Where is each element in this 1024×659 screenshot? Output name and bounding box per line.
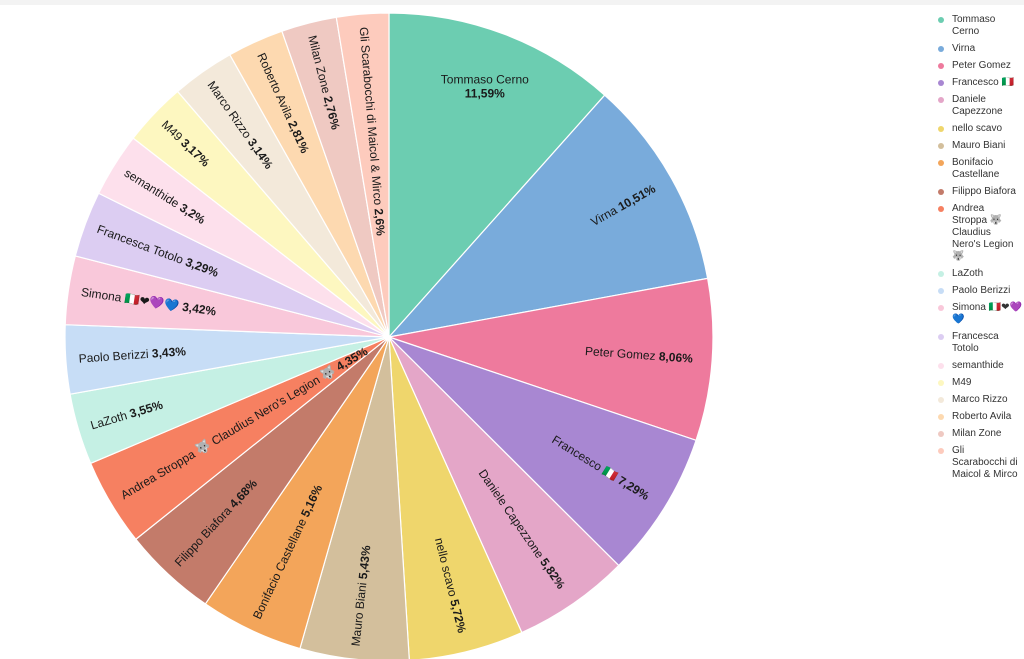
legend-label: Gli Scarabocchi di Maicol & Mirco	[952, 445, 1018, 480]
slice-percent: 11,59%	[465, 87, 505, 101]
legend-label: Milan Zone	[952, 428, 1002, 439]
pie-slice-2[interactable]	[386, 277, 714, 442]
legend-swatch	[938, 334, 944, 340]
slice-percent: 3,43%	[151, 344, 186, 360]
legend-swatch	[938, 431, 944, 437]
legend-item-17[interactable]: Roberto Avila	[938, 411, 1022, 423]
legend-swatch	[938, 17, 944, 23]
legend-label: Mauro Biani	[952, 140, 1006, 151]
legend-item-13[interactable]: Francesca Totolo	[938, 331, 1022, 355]
legend-item-11[interactable]: Paolo Berizzi	[938, 285, 1022, 297]
legend-label: Virna	[952, 43, 976, 54]
slice-label-0: Tommaso Cerno 11,59%	[441, 73, 529, 101]
legend-label: Paolo Berizzi	[952, 285, 1011, 296]
legend-swatch	[938, 46, 944, 52]
legend-swatch	[938, 271, 944, 277]
legend-swatch	[938, 397, 944, 403]
slice-percent: 8,06%	[658, 349, 693, 365]
legend-item-2[interactable]: Peter Gomez	[938, 60, 1022, 72]
legend-swatch	[938, 288, 944, 294]
legend-swatch	[938, 63, 944, 69]
legend-swatch	[938, 448, 944, 454]
legend-label: Peter Gomez	[952, 60, 1011, 71]
legend-swatch	[938, 380, 944, 386]
legend-item-16[interactable]: Marco Rizzo	[938, 394, 1022, 406]
legend-item-15[interactable]: M49	[938, 377, 1022, 389]
legend-item-19[interactable]: Gli Scarabocchi di Maicol & Mirco	[938, 445, 1022, 481]
legend-label: Marco Rizzo	[952, 394, 1008, 405]
slice-label-11: Paolo Berizzi 3,43%	[78, 344, 186, 365]
pie-slices	[64, 12, 714, 659]
legend: Tommaso Cerno Virna Peter Gomez Francesco 🇮…	[938, 14, 1022, 486]
legend-label: Francesco 🇮🇹	[952, 77, 1014, 88]
legend-item-7[interactable]: Bonifacio Castellane	[938, 157, 1022, 181]
legend-item-8[interactable]: Filippo Biafora	[938, 186, 1022, 198]
legend-item-4[interactable]: Daniele Capezzone	[938, 94, 1022, 118]
legend-label: Tommaso Cerno	[952, 14, 996, 37]
legend-swatch	[938, 414, 944, 420]
legend-label: Andrea Stroppa 🐺 Claudius Nero's Legion …	[952, 203, 1014, 262]
legend-swatch	[938, 143, 944, 149]
legend-item-0[interactable]: Tommaso Cerno	[938, 14, 1022, 38]
legend-swatch	[938, 189, 944, 195]
legend-item-14[interactable]: semanthide	[938, 360, 1022, 372]
slice-percent: 5,43%	[356, 544, 374, 580]
slice-percent: 3,42%	[181, 300, 217, 319]
legend-label: nello scavo	[952, 123, 1003, 134]
legend-label: Roberto Avila	[952, 411, 1012, 422]
legend-label: LaZoth	[952, 268, 984, 279]
legend-swatch	[938, 160, 944, 166]
legend-swatch	[938, 363, 944, 369]
legend-label: semanthide	[952, 360, 1004, 371]
legend-label: Bonifacio Castellane	[952, 157, 1000, 180]
slice-name: Paolo Berizzi	[78, 347, 152, 366]
legend-item-5[interactable]: nello scavo	[938, 123, 1022, 135]
legend-item-6[interactable]: Mauro Biani	[938, 140, 1022, 152]
legend-item-9[interactable]: Andrea Stroppa 🐺 Claudius Nero's Legion …	[938, 203, 1022, 263]
legend-item-3[interactable]: Francesco 🇮🇹	[938, 77, 1022, 89]
slice-name: Tommaso Cerno	[441, 73, 529, 87]
legend-swatch	[938, 126, 944, 132]
pie-slice-3[interactable]	[388, 336, 697, 567]
legend-item-12[interactable]: Simona 🇮🇹❤💜💙	[938, 302, 1022, 326]
legend-swatch	[938, 97, 944, 103]
legend-item-1[interactable]: Virna	[938, 43, 1022, 55]
legend-swatch	[938, 206, 944, 212]
slice-label-2: Peter Gomez 8,06%	[585, 344, 694, 366]
pie-slice-19[interactable]	[335, 12, 390, 338]
legend-label: Francesca Totolo	[952, 331, 999, 354]
legend-swatch	[938, 80, 944, 86]
legend-label: M49	[952, 377, 972, 388]
legend-label: Simona 🇮🇹❤💜💙	[952, 302, 1022, 325]
pie-slice-0[interactable]	[388, 12, 606, 339]
slice-percent: 2,6%	[372, 208, 388, 237]
slice-name: Peter Gomez	[585, 344, 660, 363]
legend-label: Daniele Capezzone	[952, 94, 1003, 117]
legend-label: Filippo Biafora	[952, 186, 1016, 197]
legend-swatch	[938, 305, 944, 311]
legend-item-18[interactable]: Milan Zone	[938, 428, 1022, 440]
pie-slice-5[interactable]	[388, 336, 523, 659]
pie-slice-1[interactable]	[387, 94, 709, 338]
legend-item-10[interactable]: LaZoth	[938, 268, 1022, 280]
top-band	[0, 0, 1024, 5]
